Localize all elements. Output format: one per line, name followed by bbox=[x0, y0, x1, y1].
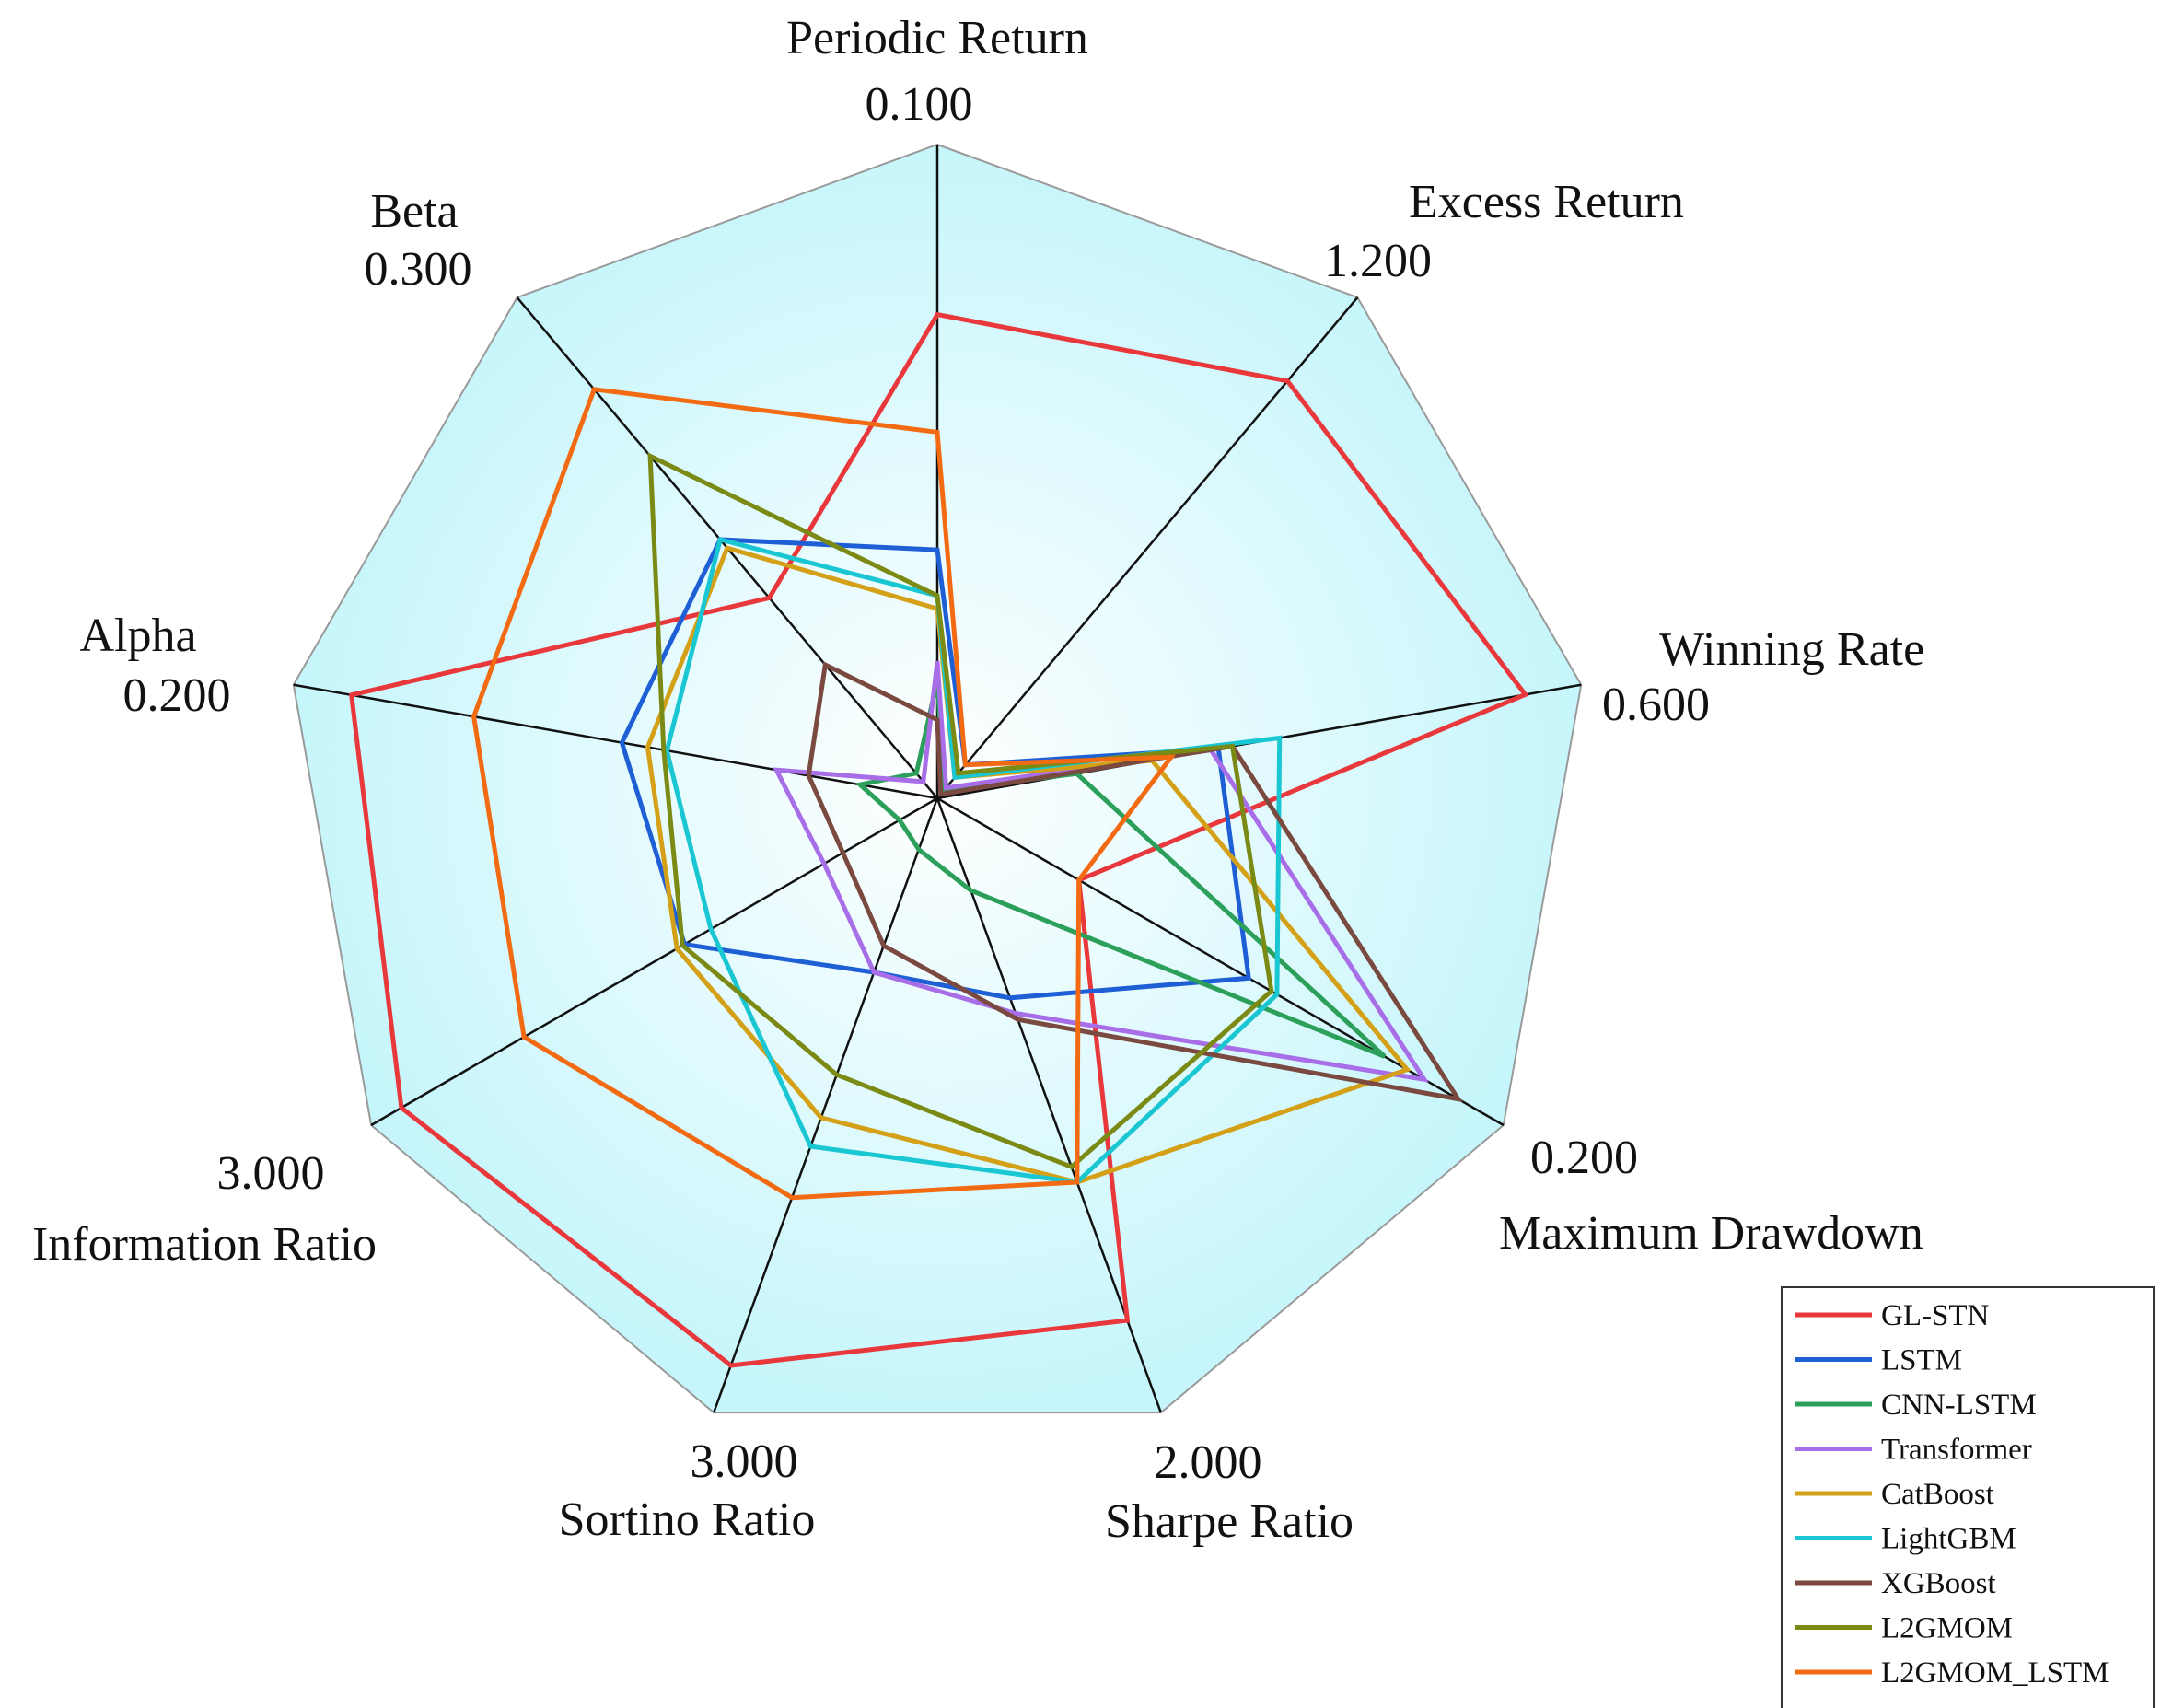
axis-max-information-ratio: 3.000 bbox=[217, 1147, 325, 1200]
legend-label-gl-stn: GL-STN bbox=[1881, 1299, 1989, 1332]
legend-label-lstm: LSTM bbox=[1881, 1344, 1962, 1377]
axis-spoke-alpha bbox=[293, 683, 938, 800]
radar-grid bbox=[292, 143, 1583, 1414]
legend-label-transformer: Transformer bbox=[1881, 1434, 2032, 1467]
series-line-gl-stn bbox=[348, 311, 1529, 1368]
axis-label-alpha: Alpha bbox=[79, 610, 196, 662]
series-line-catboost bbox=[645, 545, 1412, 1185]
series-line-l2gmom-lstm bbox=[471, 387, 1177, 1201]
series-lines bbox=[348, 311, 1529, 1368]
axis-max-excess-return: 1.200 bbox=[1324, 235, 1432, 287]
axis-max-beta: 0.300 bbox=[365, 243, 472, 296]
axis-label-sortino-ratio: Sortino Ratio bbox=[559, 1493, 816, 1546]
axis-labels: Periodic Return 0.100 Excess Return 1.200 Wi… bbox=[32, 12, 1924, 1548]
axis-spoke-sortino-ratio bbox=[712, 797, 939, 1413]
axis-label-winning-rate: Winning Rate bbox=[1659, 623, 1924, 676]
legend-label-xgboost: XGBoost bbox=[1881, 1567, 1996, 1600]
axis-max-alpha: 0.200 bbox=[123, 669, 231, 722]
legend-label-cnn-lstm: CNN-LSTM bbox=[1881, 1388, 2037, 1422]
axis-max-winning-rate: 0.600 bbox=[1602, 679, 1710, 731]
axis-label-sharpe-ratio: Sharpe Ratio bbox=[1105, 1495, 1354, 1548]
legend-label-l2gmom-lstm: L2GMOM_LSTM bbox=[1881, 1656, 2109, 1690]
legend-label-l2gmom: L2GMOM bbox=[1881, 1612, 2013, 1645]
axis-max-periodic-return: 0.100 bbox=[866, 78, 973, 131]
series-line-xgboost bbox=[806, 661, 1463, 1103]
axis-max-sharpe-ratio: 2.000 bbox=[1155, 1436, 1262, 1489]
axis-label-information-ratio: Information Ratio bbox=[32, 1218, 377, 1271]
axis-spoke-sharpe-ratio bbox=[935, 797, 1163, 1413]
legend: GL-STN LSTM CNN-LSTM Transformer CatBoost Lig… bbox=[1781, 1286, 2155, 1708]
axis-label-periodic-return: Periodic Return bbox=[786, 12, 1088, 64]
axis-max-sortino-ratio: 3.000 bbox=[691, 1435, 798, 1488]
axis-label-beta: Beta bbox=[370, 185, 458, 238]
axis-label-excess-return: Excess Return bbox=[1409, 176, 1684, 228]
legend-label-lightgbm: LightGBM bbox=[1881, 1523, 2016, 1556]
series-line-lstm bbox=[619, 537, 1252, 1001]
axis-label-maximum-drawdown: Maximum Drawdown bbox=[1499, 1207, 1923, 1260]
axis-max-maximum-drawdown: 0.200 bbox=[1530, 1132, 1638, 1184]
legend-label-catboost: CatBoost bbox=[1881, 1478, 1994, 1511]
